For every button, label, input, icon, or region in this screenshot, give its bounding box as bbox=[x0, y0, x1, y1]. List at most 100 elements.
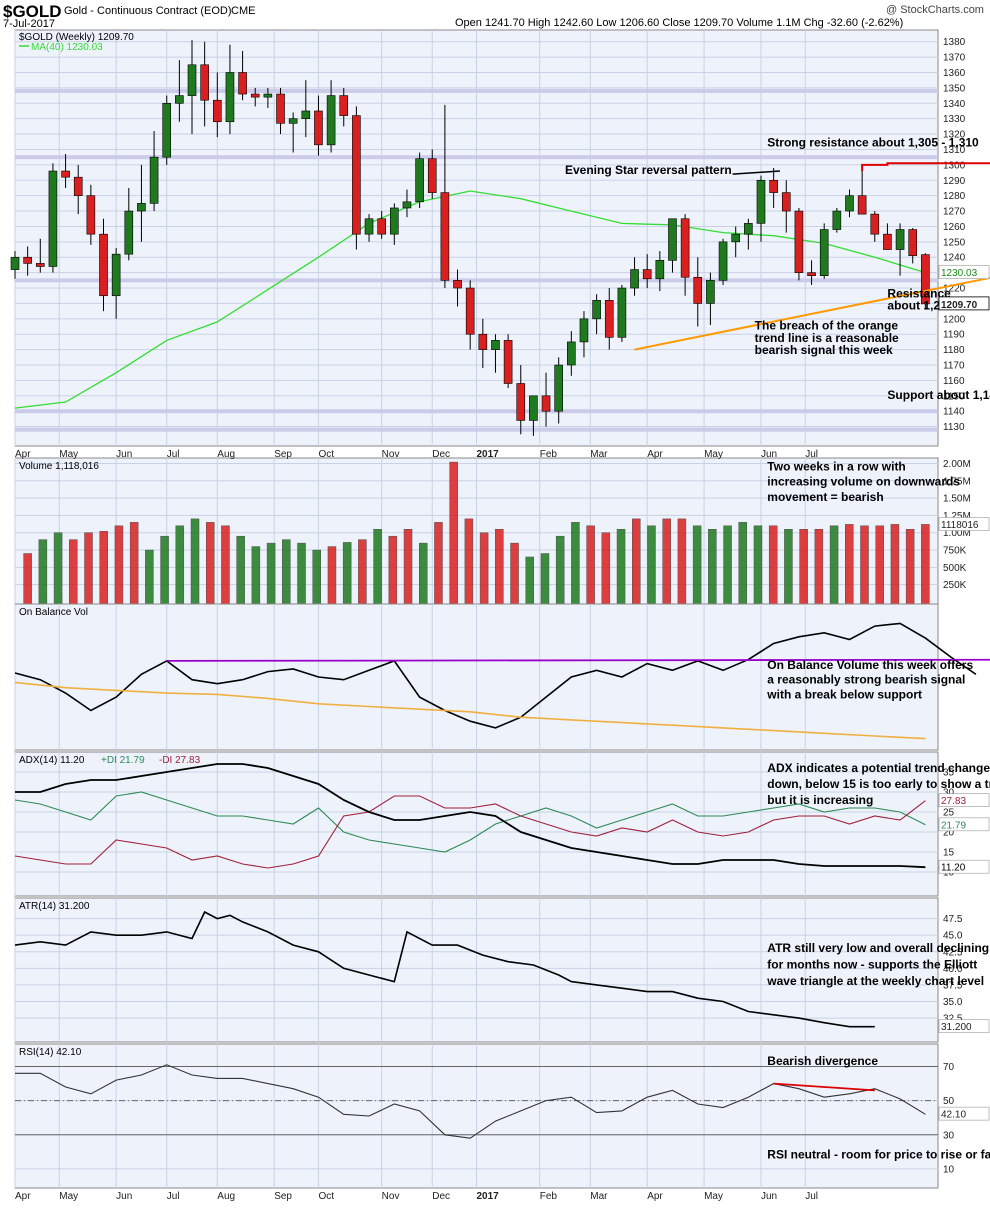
volume-bar bbox=[845, 524, 853, 604]
x-axis-label-top: Nov bbox=[382, 449, 400, 460]
candle-body bbox=[352, 116, 360, 235]
candle-body bbox=[327, 96, 335, 145]
candle-body bbox=[416, 159, 424, 202]
candle-body bbox=[112, 254, 120, 296]
atr-title: ATR(14) 31.200 bbox=[19, 901, 90, 912]
adx-annotation: down, below 15 is too early to show a tr… bbox=[767, 777, 990, 791]
x-axis-label-bottom: Nov bbox=[382, 1191, 400, 1202]
rsi-tick-label: 70 bbox=[943, 1062, 955, 1073]
atr-annotation: wave triangle at the weekly chart level bbox=[766, 974, 984, 988]
price-tick-label: 1130 bbox=[943, 422, 965, 433]
rsi-tick-label: 50 bbox=[943, 1096, 955, 1107]
candle-body bbox=[732, 234, 740, 242]
candle-body bbox=[694, 277, 702, 303]
volume-bar bbox=[617, 529, 625, 604]
candle-body bbox=[706, 280, 714, 303]
x-axis-label-bottom: May bbox=[59, 1191, 78, 1202]
price-tick-label: 1270 bbox=[943, 207, 966, 218]
candle bbox=[504, 334, 512, 388]
candle-body bbox=[466, 288, 474, 334]
ma-label: MA(40) 1230.03 bbox=[31, 42, 103, 53]
price-tick-label: 1200 bbox=[943, 314, 966, 325]
candle-body bbox=[340, 96, 348, 116]
adx-annotation: ADX indicates a potential trend change t… bbox=[767, 761, 990, 775]
price-last-value: 1209.70 bbox=[941, 300, 978, 311]
volume-bar bbox=[800, 529, 808, 604]
candle-body bbox=[11, 257, 19, 269]
candle-body bbox=[125, 211, 133, 254]
volume-bar bbox=[906, 529, 914, 604]
volume-tick-label: 250K bbox=[943, 580, 967, 591]
ohlc-summary: Open 1241.70 High 1242.60 Low 1206.60 Cl… bbox=[455, 17, 903, 29]
price-tick-label: 1260 bbox=[943, 222, 966, 233]
volume-bar bbox=[161, 536, 169, 604]
candle-body bbox=[681, 219, 689, 278]
plus-di-title: +DI 21.79 bbox=[101, 755, 145, 766]
x-axis-label-top: Jun bbox=[116, 449, 132, 460]
price-tick-label: 1300 bbox=[943, 160, 966, 171]
candle-body bbox=[656, 260, 664, 278]
candle-body bbox=[100, 234, 108, 296]
minus-di-last-value: 27.83 bbox=[941, 796, 966, 807]
volume-bar bbox=[358, 540, 366, 604]
atr-annotation: ATR still very low and overall declining bbox=[767, 941, 989, 955]
rsi-annotation: RSI neutral - room for price to rise or … bbox=[767, 1148, 990, 1162]
volume-bar bbox=[282, 540, 290, 604]
volume-bar bbox=[587, 526, 595, 604]
rsi-last-value: 42.10 bbox=[941, 1110, 966, 1121]
candle-body bbox=[428, 159, 436, 193]
candle-body bbox=[631, 270, 639, 288]
volume-bar bbox=[663, 519, 671, 604]
obv-title: On Balance Vol bbox=[19, 607, 88, 618]
x-axis-label-top: Apr bbox=[647, 449, 663, 460]
exchange-label: CME bbox=[231, 5, 255, 17]
candle-body bbox=[201, 65, 209, 100]
candle-body bbox=[580, 319, 588, 342]
x-axis-label-top: Dec bbox=[432, 449, 450, 460]
volume-tick-label: 1.50M bbox=[943, 494, 971, 505]
price-annotation: Evening Star reversal pattern bbox=[565, 163, 732, 177]
x-axis-label-bottom: Mar bbox=[590, 1191, 608, 1202]
volume-bar bbox=[328, 547, 336, 604]
candle-body bbox=[504, 340, 512, 383]
candle-body bbox=[668, 219, 676, 261]
volume-bar bbox=[176, 526, 184, 604]
price-tick-label: 1190 bbox=[943, 330, 965, 341]
candle-body bbox=[605, 300, 613, 337]
obv-annotation: with a break below support bbox=[766, 687, 922, 701]
adx-panel: 101520253035ADX(14) 11.20+DI 21.79-DI 27… bbox=[15, 752, 990, 896]
volume-bar bbox=[526, 557, 534, 604]
candle-body bbox=[403, 202, 411, 208]
candle-body bbox=[175, 96, 183, 104]
adx-tick-label: 25 bbox=[943, 808, 955, 819]
x-axis-label-bottom: Sep bbox=[274, 1191, 292, 1202]
volume-bar bbox=[69, 540, 77, 604]
rsi-tick-label: 30 bbox=[943, 1130, 955, 1141]
chart-description: Gold - Continuous Contract (EOD) bbox=[64, 5, 232, 17]
x-axis-label-top: Jul bbox=[805, 449, 818, 460]
price-tick-label: 1280 bbox=[943, 191, 966, 202]
candle-body bbox=[378, 219, 386, 234]
volume-bar bbox=[602, 533, 610, 604]
volume-bar bbox=[313, 550, 321, 604]
candle-body bbox=[62, 171, 70, 177]
volume-tick-label: 500K bbox=[943, 563, 967, 574]
x-axis-label-top: May bbox=[59, 449, 78, 460]
x-axis-label-bottom: Jun bbox=[116, 1191, 132, 1202]
volume-bar bbox=[115, 526, 123, 604]
candle-body bbox=[226, 72, 234, 121]
volume-bar bbox=[145, 550, 153, 604]
volume-bar bbox=[891, 524, 899, 604]
x-axis-label-bottom: Apr bbox=[647, 1191, 663, 1202]
volume-bar bbox=[267, 543, 275, 604]
volume-bar bbox=[252, 547, 260, 604]
price-tick-label: 1370 bbox=[943, 53, 966, 64]
horizontal-level-band bbox=[15, 278, 938, 282]
candle-body bbox=[454, 280, 462, 288]
x-axis-label-top: Apr bbox=[15, 449, 31, 460]
volume-bar bbox=[754, 526, 762, 604]
